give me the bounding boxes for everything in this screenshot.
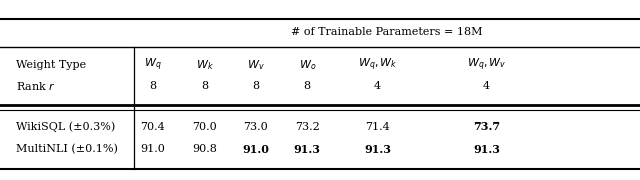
Text: $W_k$: $W_k$: [196, 58, 214, 72]
Text: 8: 8: [201, 81, 209, 91]
Text: 8: 8: [252, 81, 260, 91]
Text: $W_o$: $W_o$: [298, 58, 316, 72]
Text: 73.2: 73.2: [295, 122, 319, 132]
Text: $W_q,W_k$: $W_q,W_k$: [358, 57, 397, 73]
Text: 70.4: 70.4: [140, 122, 164, 132]
Text: WikiSQL (±0.3%): WikiSQL (±0.3%): [16, 122, 115, 132]
Text: Weight Type: Weight Type: [16, 60, 86, 70]
Text: 91.3: 91.3: [294, 144, 321, 155]
Text: 73.7: 73.7: [473, 121, 500, 132]
Text: 73.0: 73.0: [244, 122, 268, 132]
Text: 91.0: 91.0: [243, 144, 269, 155]
Text: $W_q,W_v$: $W_q,W_v$: [467, 57, 506, 73]
Text: 91.3: 91.3: [364, 144, 391, 155]
Text: 91.0: 91.0: [140, 144, 164, 154]
Text: $W_q$: $W_q$: [143, 57, 161, 73]
Text: Rank $r$: Rank $r$: [16, 80, 56, 92]
Text: $W_v$: $W_v$: [247, 58, 265, 72]
Text: 8: 8: [148, 81, 156, 91]
Text: 8: 8: [303, 81, 311, 91]
Text: 90.8: 90.8: [193, 144, 217, 154]
Text: 4: 4: [374, 81, 381, 91]
Text: 70.0: 70.0: [193, 122, 217, 132]
Text: 91.3: 91.3: [473, 144, 500, 155]
Text: # of Trainable Parameters = 18M: # of Trainable Parameters = 18M: [291, 27, 483, 37]
Text: 71.4: 71.4: [365, 122, 390, 132]
Text: MultiNLI (±0.1%): MultiNLI (±0.1%): [16, 144, 118, 155]
Text: 4: 4: [483, 81, 490, 91]
